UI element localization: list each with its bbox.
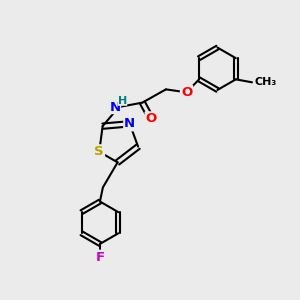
Text: O: O — [146, 112, 157, 125]
Text: H: H — [118, 96, 127, 106]
Text: F: F — [95, 251, 104, 264]
Text: O: O — [181, 86, 192, 99]
Text: S: S — [94, 145, 104, 158]
Text: N: N — [124, 117, 135, 130]
Text: CH₃: CH₃ — [254, 77, 277, 87]
Text: N: N — [110, 100, 121, 113]
